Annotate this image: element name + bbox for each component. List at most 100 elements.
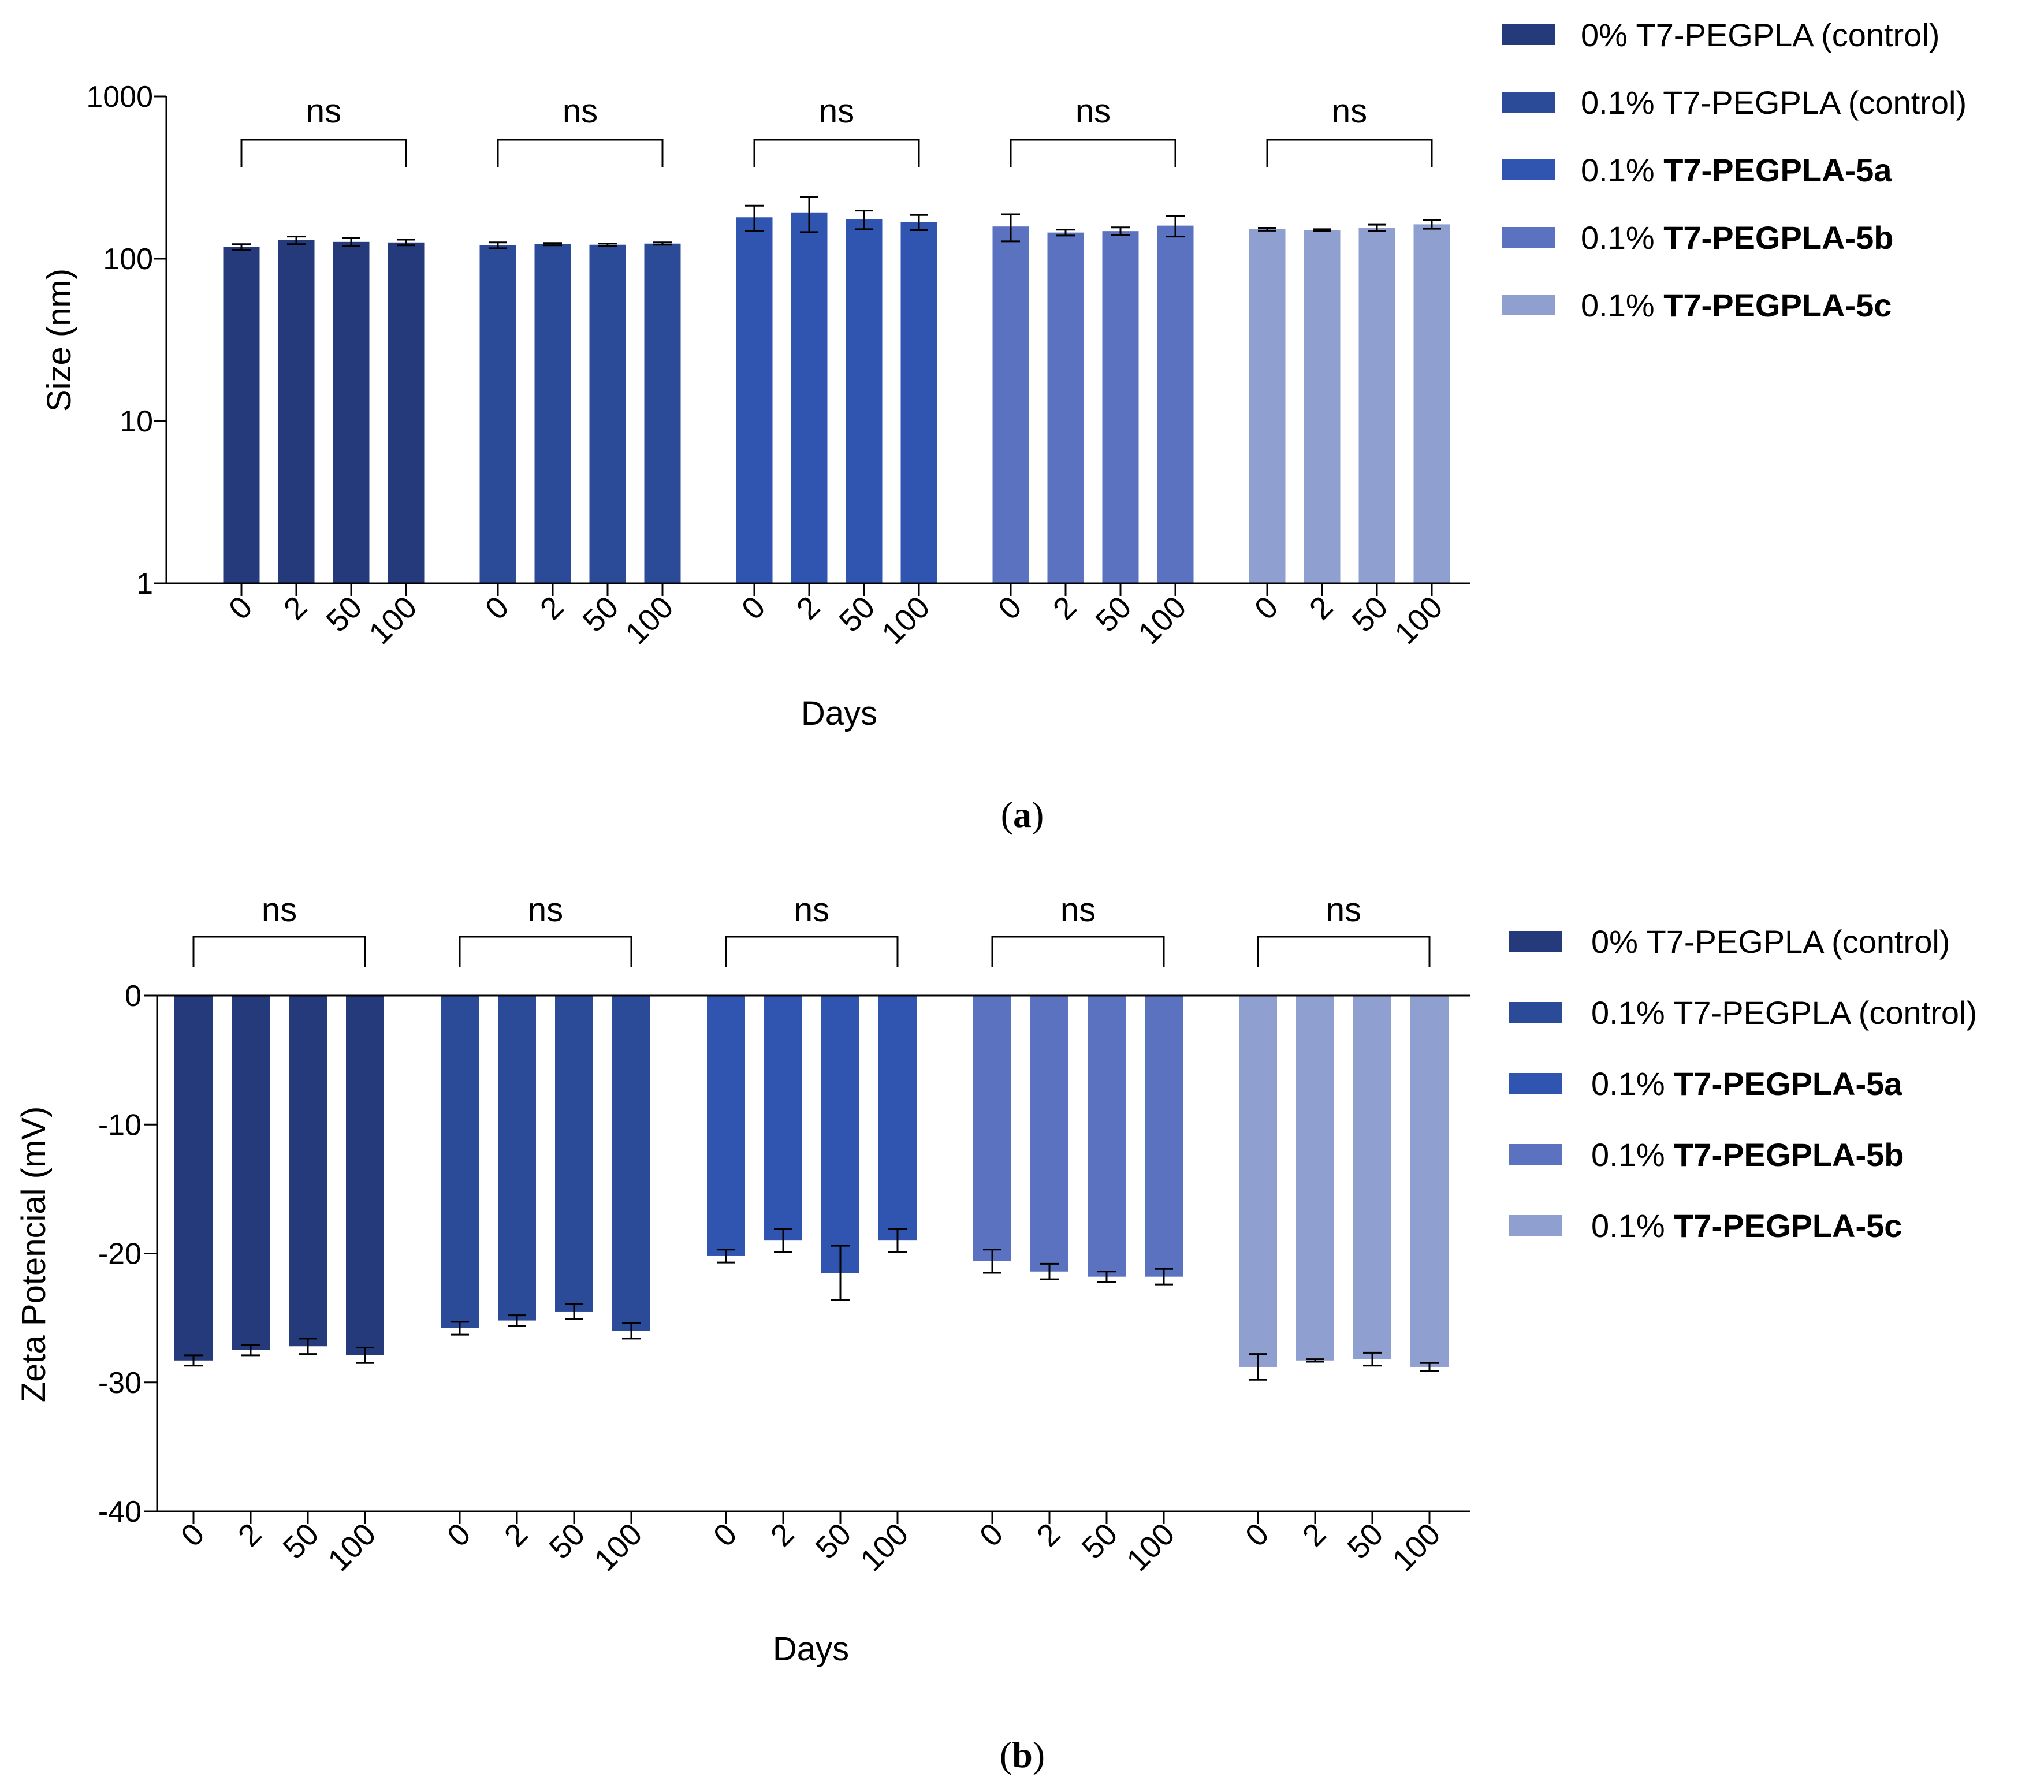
significance-bracket: [192, 936, 366, 967]
legend-b: 0% T7-PEGPLA (control) 0.1% T7-PEGPLA (co…: [1509, 923, 1977, 1244]
bar: [333, 241, 370, 583]
x-tick-label: 100: [587, 1517, 649, 1578]
bar: [612, 996, 650, 1331]
significance-bracket: [497, 139, 664, 167]
significance-label: ns: [262, 891, 297, 929]
y-tick-label: 1000: [86, 80, 153, 114]
x-tick-label: 50: [320, 590, 369, 639]
x-tick-label: 100: [1388, 590, 1449, 651]
legend-swatch: [1509, 1215, 1562, 1236]
x-tick-label: 50: [1346, 590, 1395, 639]
bar: [1410, 996, 1449, 1367]
panel-label-b: (b): [1000, 1734, 1045, 1775]
bar: [223, 247, 260, 583]
significance-label: ns: [563, 92, 598, 130]
x-tick-label: 50: [809, 1517, 858, 1566]
error-bars-group: [232, 196, 1441, 251]
legend-swatch: [1509, 1002, 1562, 1023]
legend-label: 0.1% T7-PEGPLA-5a: [1591, 1065, 1902, 1102]
bar: [1047, 232, 1084, 583]
error-bars-group: [184, 1228, 1439, 1381]
legend-swatch: [1509, 931, 1562, 952]
bar: [278, 240, 315, 583]
bar: [992, 226, 1029, 583]
y-axis-ticks: 1 10 100 1000: [86, 80, 166, 601]
legend-label: 0.1% T7-PEGPLA-5c: [1591, 1208, 1902, 1244]
bar: [555, 996, 593, 1312]
significance-label: ns: [528, 891, 563, 929]
legend-swatch: [1502, 159, 1555, 180]
bar: [736, 217, 773, 583]
bar: [821, 996, 859, 1273]
bar: [1249, 229, 1286, 583]
y-tick-label: -20: [98, 1238, 142, 1271]
x-axis-label: Days: [801, 695, 877, 732]
bar: [441, 996, 479, 1328]
legend-swatch: [1502, 227, 1555, 248]
y-tick-label: 100: [103, 243, 153, 276]
bar: [589, 244, 626, 583]
bar: [900, 222, 937, 583]
x-tick-label: 50: [833, 590, 882, 639]
significance-bracket: [1010, 139, 1176, 167]
y-tick-label: 0: [125, 979, 142, 1013]
significance-bracket: [991, 936, 1165, 967]
bar: [1239, 996, 1277, 1367]
x-tick-label: 100: [1131, 590, 1193, 651]
x-tick-label: 50: [1341, 1517, 1390, 1566]
significance-label: ns: [1060, 891, 1096, 929]
bar: [1296, 996, 1334, 1361]
bar: [846, 219, 883, 583]
legend-label: 0.1% T7-PEGPLA-5c: [1581, 287, 1892, 323]
legend-swatch: [1509, 1144, 1562, 1165]
legend-label: 0.1% T7-PEGPLA (control): [1581, 84, 1967, 121]
bar: [479, 245, 516, 583]
x-tick-label: 50: [277, 1517, 326, 1566]
x-tick-label: 100: [875, 590, 936, 651]
bar: [878, 996, 917, 1241]
legend-swatch: [1502, 24, 1555, 45]
significance-brackets: ns ns ns ns ns: [192, 891, 1431, 967]
bar: [388, 242, 425, 583]
significance-brackets: ns ns ns ns ns: [240, 92, 1433, 167]
significance-label: ns: [306, 92, 341, 130]
bar: [1353, 996, 1391, 1359]
bar: [174, 996, 213, 1361]
y-axis-label: Zeta Potencial (mV): [15, 1107, 53, 1403]
significance-label: ns: [794, 891, 829, 929]
y-tick-label: -40: [98, 1495, 142, 1529]
x-tick-label: 100: [362, 590, 423, 651]
bar: [1157, 225, 1194, 583]
bar: [707, 996, 745, 1256]
bar: [534, 244, 571, 583]
legend-swatch: [1502, 92, 1555, 113]
legend-label: 0.1% T7-PEGPLA-5b: [1591, 1137, 1904, 1173]
significance-bracket: [459, 936, 632, 967]
bars-group: [223, 212, 1450, 584]
bar: [1030, 996, 1068, 1272]
legend-label: 0% T7-PEGPLA (control): [1591, 923, 1950, 960]
y-tick-label: -10: [98, 1108, 142, 1142]
significance-bracket: [240, 139, 407, 167]
bar: [346, 996, 384, 1355]
significance-label: ns: [1326, 891, 1361, 929]
x-tick-label: 100: [1120, 1517, 1181, 1578]
legend-label: 0.1% T7-PEGPLA-5b: [1581, 219, 1893, 256]
x-tick-label: 100: [854, 1517, 915, 1578]
bar: [973, 996, 1011, 1261]
bar: [498, 996, 536, 1321]
bar: [644, 243, 681, 583]
significance-bracket: [1266, 139, 1433, 167]
bar: [791, 212, 828, 583]
x-tick-label: 50: [576, 590, 626, 639]
panel-label-a: (a): [1001, 794, 1044, 835]
x-tick-label: 100: [321, 1517, 382, 1578]
legend-swatch: [1502, 295, 1555, 315]
significance-label: ns: [1075, 92, 1111, 130]
bar: [232, 996, 270, 1350]
bar: [289, 996, 327, 1347]
